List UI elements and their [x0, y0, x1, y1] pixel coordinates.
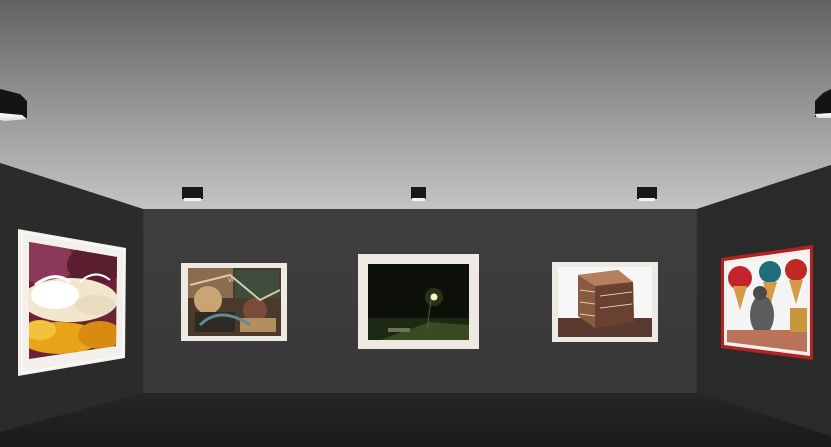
artwork-ice-cream[interactable] [720, 245, 815, 360]
spotlight-back-3 [637, 187, 657, 201]
artwork-brick-cube[interactable] [552, 262, 658, 342]
ceiling [0, 0, 831, 209]
svg-text:VI: VI [228, 277, 234, 284]
artwork-feathers[interactable] [15, 229, 126, 376]
floor [0, 393, 831, 447]
ceiling-spotlight-left [0, 89, 27, 121]
artwork-collage[interactable]: VI [181, 263, 287, 341]
ceiling-spotlight-right [815, 89, 831, 118]
artwork-night-lamp[interactable] [358, 254, 479, 349]
spotlight-back-1 [182, 187, 203, 201]
spotlight-back-2 [411, 187, 426, 201]
